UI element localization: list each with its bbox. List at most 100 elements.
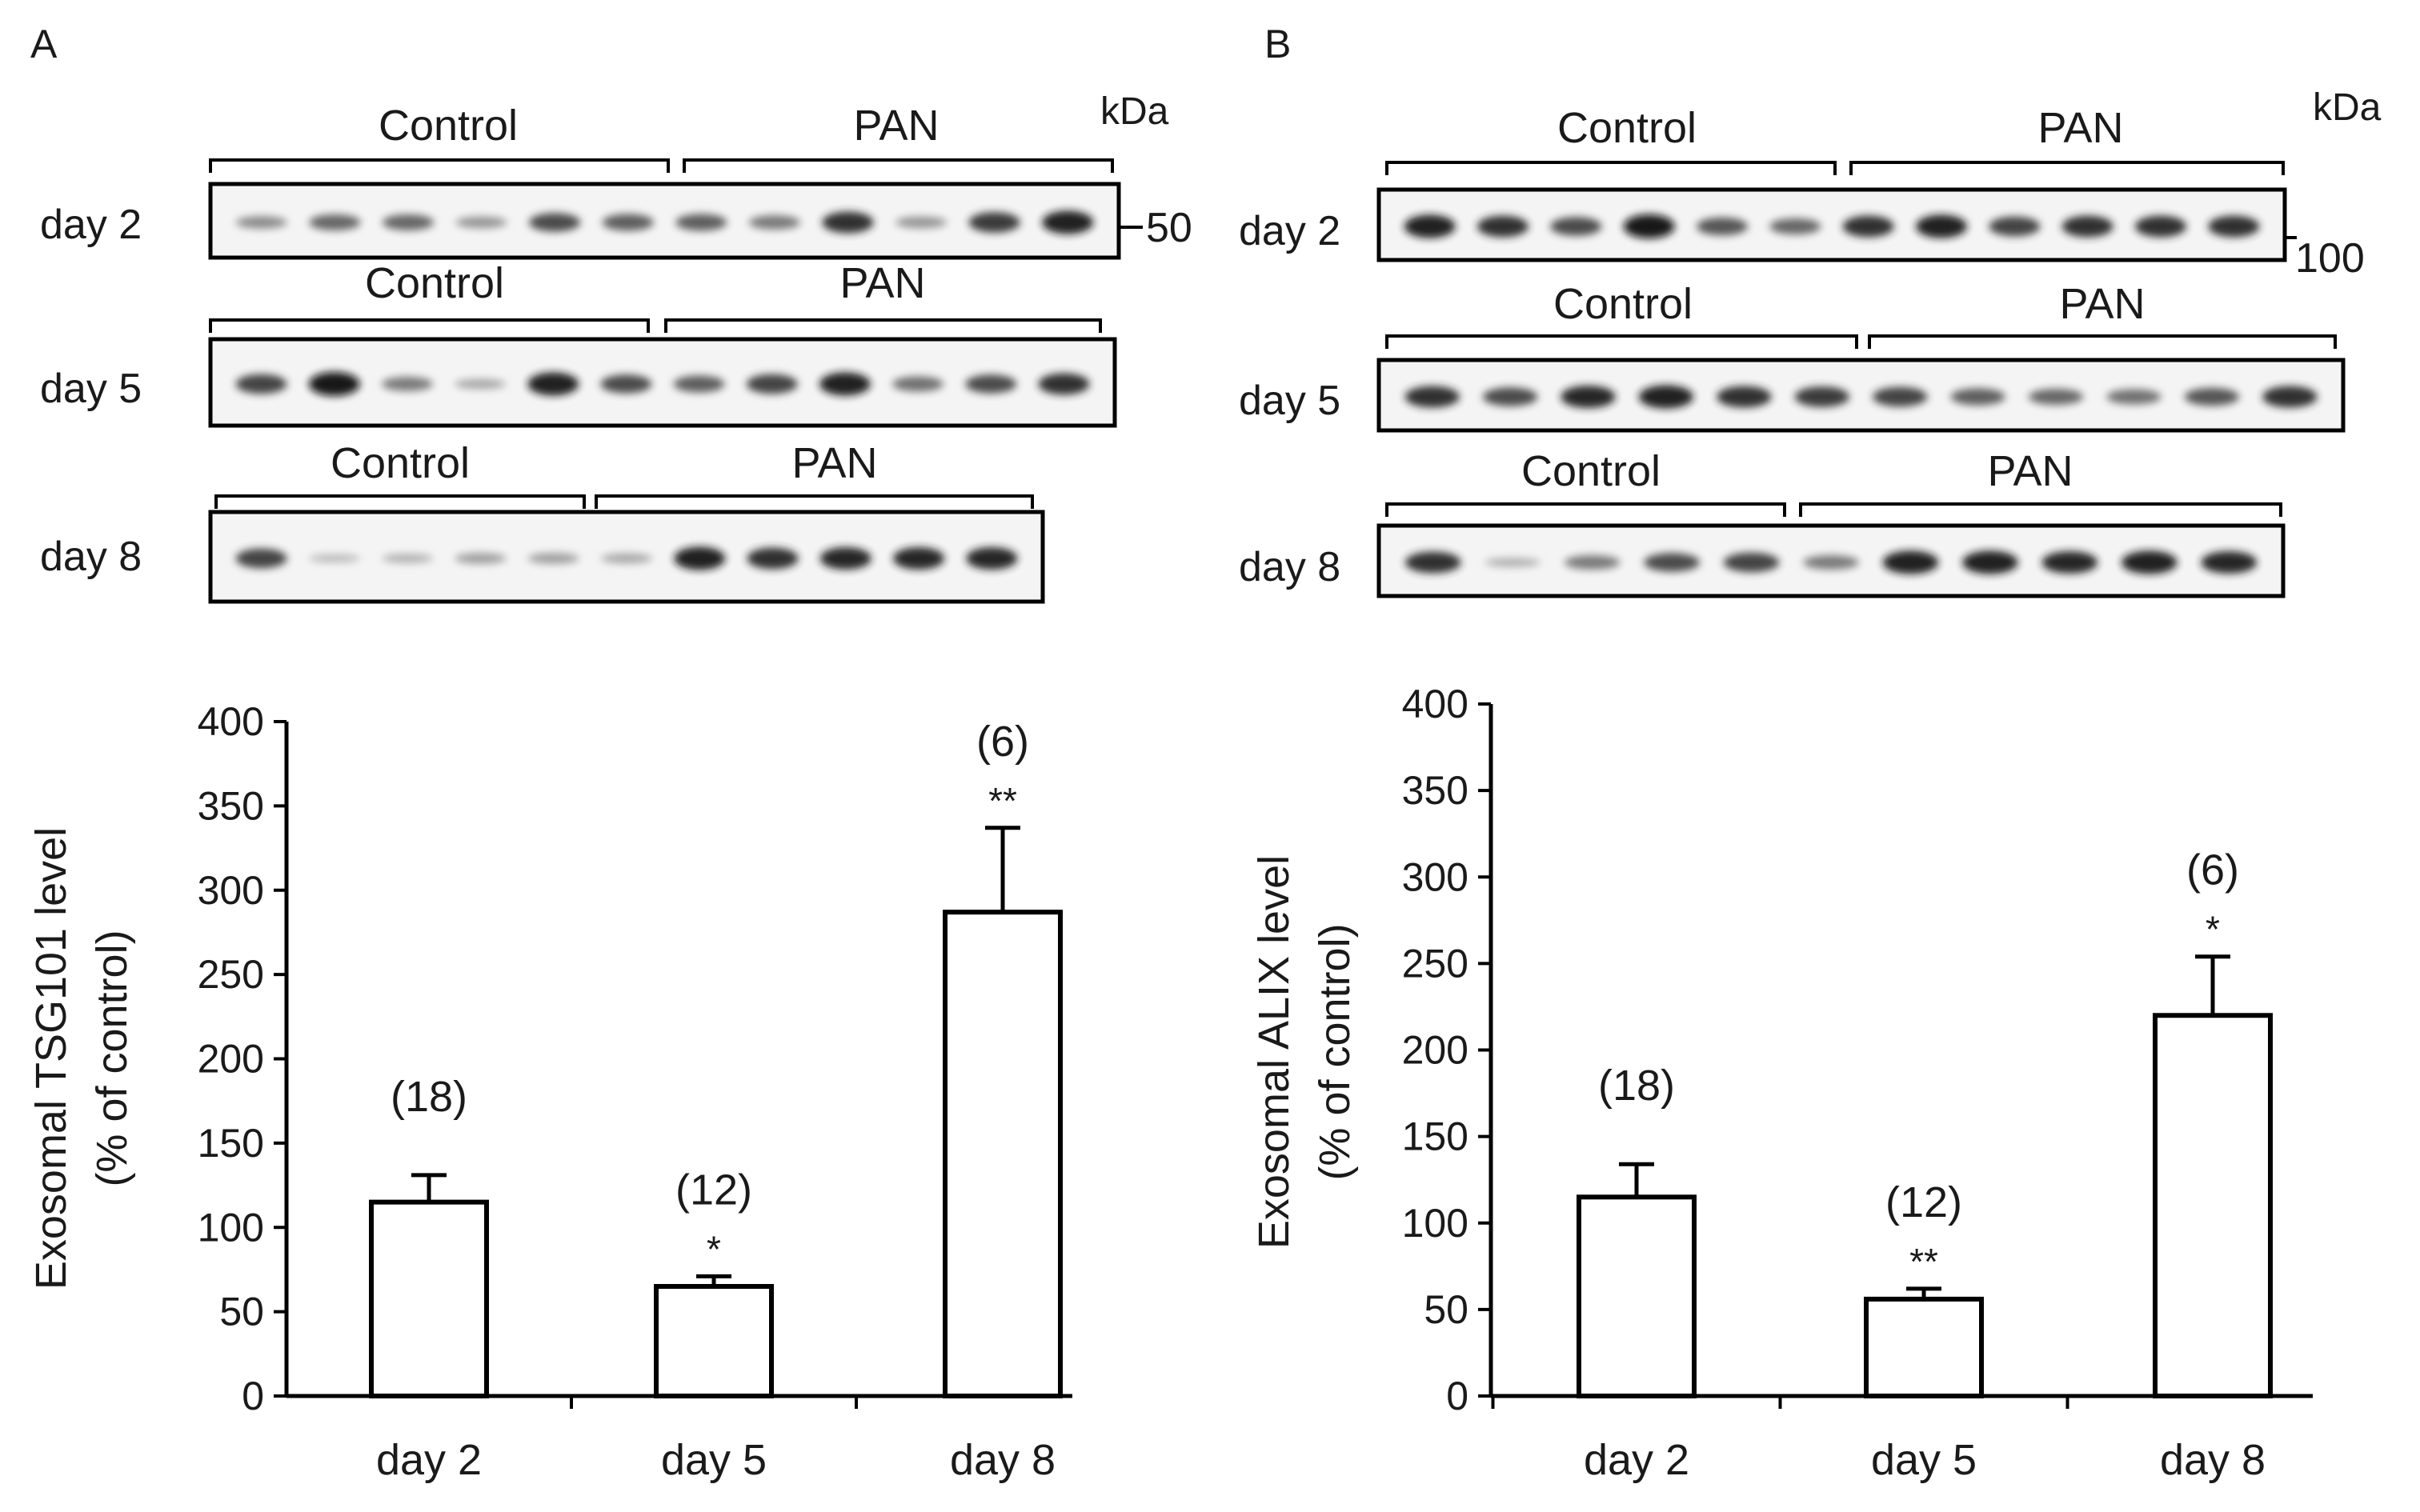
blot-band: [600, 374, 652, 394]
blot-band: [2106, 389, 2162, 405]
blot-band: [527, 372, 579, 396]
blot-band: [893, 547, 945, 570]
y-tick-label: 100: [198, 1205, 264, 1250]
pan-bracket: [1849, 161, 2285, 175]
pan-label: PAN: [853, 102, 939, 150]
blot-band: [2041, 551, 2098, 574]
blot-band: [819, 547, 871, 570]
blot-1: day 5 Control PAN: [40, 259, 1117, 428]
control-bracket: [1385, 334, 1858, 349]
control-label: Control: [1557, 104, 1697, 152]
blot-band: [382, 377, 433, 391]
y-tick-label: 200: [1402, 1028, 1468, 1073]
blot-band: [1550, 217, 1602, 236]
blot-band: [1644, 553, 1700, 572]
control-label: Control: [365, 259, 504, 307]
blot-band: [455, 378, 506, 390]
y-axis-label-line2: (% of control): [88, 930, 136, 1186]
blot-band: [747, 547, 799, 570]
n-label: (18): [391, 1073, 467, 1121]
y-tick-label: 350: [1402, 768, 1468, 813]
n-label: (12): [675, 1166, 752, 1214]
pan-label: PAN: [791, 439, 877, 487]
blot-band: [1484, 558, 1541, 567]
blot-band: [1723, 552, 1780, 573]
control-bracket: [214, 494, 586, 509]
y-tick-label: 50: [1424, 1287, 1468, 1332]
pan-label: PAN: [2059, 280, 2145, 328]
blot-band: [1769, 218, 1821, 235]
blot-band: [1404, 214, 1456, 238]
control-bracket: [209, 158, 670, 173]
blot-band: [1873, 386, 1928, 407]
y-tick-label: 0: [242, 1374, 264, 1418]
blot-frame: [208, 337, 1117, 428]
bar: [2153, 1013, 2273, 1398]
n-label: (6): [976, 718, 1029, 766]
y-tick-label: 400: [198, 699, 264, 744]
bar: [654, 1284, 774, 1398]
blot-band: [1989, 216, 2041, 237]
blot-band: [674, 546, 726, 570]
blot-frame: [208, 182, 1121, 260]
blot-band: [382, 554, 434, 563]
blot-band: [1950, 388, 2005, 406]
y-tick-label: 200: [198, 1037, 264, 1082]
blot-band: [602, 214, 654, 231]
blot-band: [455, 553, 507, 564]
blot-band: [2201, 551, 2258, 574]
blot-band: [235, 216, 287, 229]
blot-band: [2061, 215, 2113, 238]
y-tick-label: 100: [1402, 1201, 1468, 1246]
blot-day-label: day 2: [40, 202, 142, 248]
n-label: (6): [2186, 846, 2239, 894]
x-category-label: day 8: [2160, 1436, 2266, 1484]
significance-marker: *: [707, 1228, 721, 1270]
bar: [1577, 1194, 1697, 1398]
blot-day-label: day 5: [1239, 378, 1340, 424]
blot-0: day 2 Control PAN: [1239, 104, 2287, 262]
bar: [369, 1199, 489, 1398]
blot-frame: [1376, 187, 2287, 262]
pan-bracket: [595, 494, 1034, 509]
control-bracket: [1385, 161, 1837, 175]
blot-2: day 8 Control PAN: [1239, 447, 2286, 598]
control-label: Control: [1553, 280, 1693, 328]
blot-band: [1697, 217, 1748, 236]
x-category-label: day 5: [661, 1436, 767, 1484]
bar-chart: 0 50 100 150 200 250 300 350 400 Exosomal TSG101 …: [27, 699, 1072, 1484]
x-category-label: day 2: [1584, 1436, 1689, 1484]
significance-marker: **: [1909, 1241, 1938, 1282]
control-bracket: [1385, 502, 1786, 517]
blot-band: [2135, 215, 2186, 238]
y-tick-label: 350: [198, 783, 264, 828]
blot-band: [2122, 550, 2178, 574]
blot-band: [235, 374, 287, 394]
blot-band: [308, 372, 360, 396]
blot-band: [1404, 551, 1461, 574]
blot-band: [1623, 214, 1675, 238]
y-tick-label: 300: [198, 868, 264, 913]
blot-band: [2208, 215, 2260, 238]
blot-band: [2262, 386, 2318, 408]
y-axis-label-line2: (% of control): [1311, 923, 1359, 1180]
blot-band: [1042, 210, 1094, 234]
blot-band: [2028, 388, 2084, 406]
blot-band: [1962, 550, 2018, 574]
blot-band: [1477, 215, 1529, 238]
blot-band: [748, 215, 800, 230]
y-axis-label-line1: Exosomal TSG101 level: [27, 827, 75, 1290]
y-tick-label: 0: [1446, 1374, 1468, 1418]
pan-bracket: [683, 158, 1114, 173]
y-tick-label: 400: [1402, 682, 1468, 726]
blot-band: [892, 376, 944, 392]
y-tick-label: 300: [1402, 854, 1468, 899]
blot-band: [895, 216, 948, 229]
blot-band: [455, 216, 507, 229]
blot-band: [1842, 215, 1894, 238]
x-category-label: day 5: [1871, 1436, 1977, 1484]
blot-band: [309, 214, 361, 231]
control-label: Control: [331, 439, 470, 487]
